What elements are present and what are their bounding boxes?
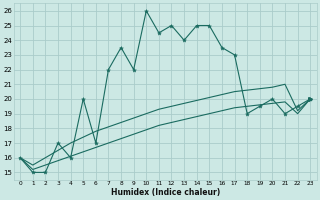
X-axis label: Humidex (Indice chaleur): Humidex (Indice chaleur) [111,188,220,197]
